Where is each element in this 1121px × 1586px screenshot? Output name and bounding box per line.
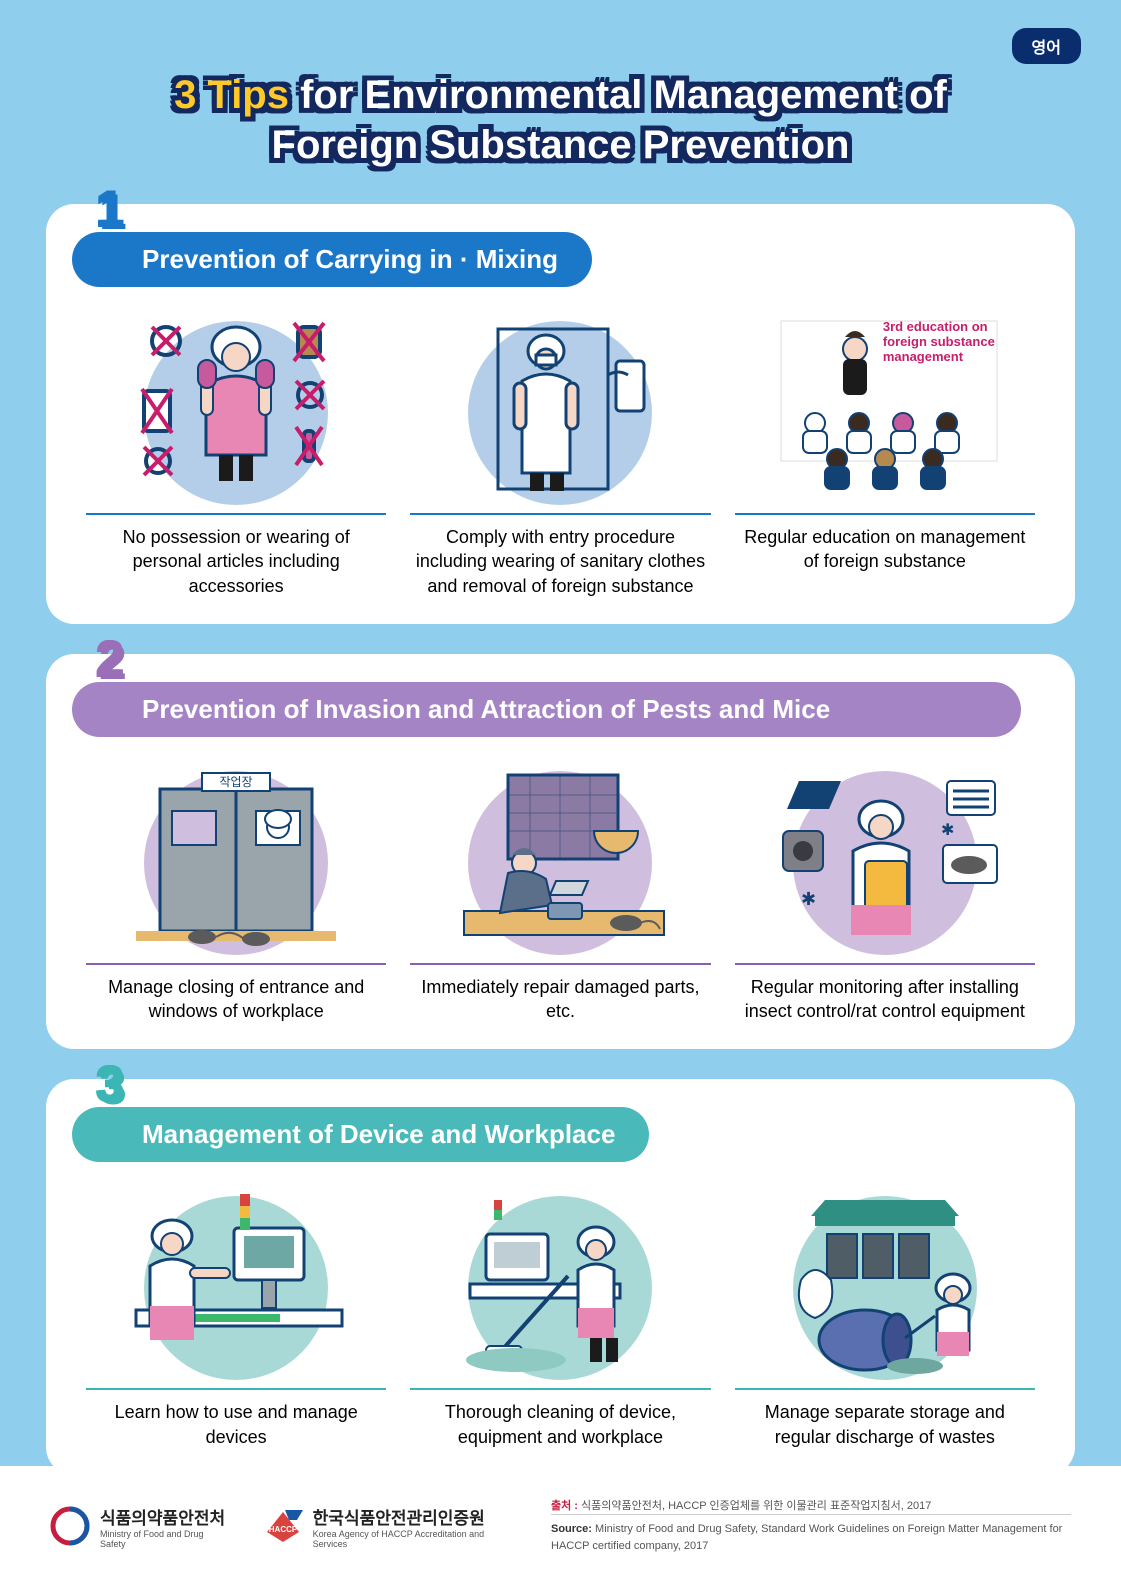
- s3-caption-2: Thorough cleaning of device, equipment a…: [410, 1400, 710, 1449]
- title-line2: Foreign Substance Prevention: [272, 123, 850, 167]
- logo-haccp: HACCP 한국식품안전관리인증원 Korea Agency of HACCP …: [263, 1504, 517, 1549]
- sections-container: 1 Prevention of Carrying in · Mixing: [0, 204, 1121, 1485]
- divider: [410, 1388, 710, 1390]
- section-card-3: 3 Management of Device and Workplace: [46, 1079, 1075, 1475]
- svg-text:HACCP: HACCP: [268, 1525, 297, 1534]
- s2-item-1: 작업장 Manage closing o: [86, 755, 386, 1024]
- cleaning-icon: [430, 1180, 690, 1380]
- section-2-row: 작업장 Manage closing o: [86, 755, 1035, 1024]
- svg-text:✱: ✱: [801, 889, 816, 909]
- s2-item-2: Immediately repair damaged parts, etc.: [410, 755, 710, 1024]
- s1-item-3: 3rd education on foreign substance manag…: [735, 305, 1035, 598]
- entry-procedure-icon: [430, 305, 690, 505]
- divider: [410, 513, 710, 515]
- language-badge: 영어: [1012, 28, 1081, 64]
- s2-item-3: ✱ ✱ Regular monitoring after installing …: [735, 755, 1035, 1024]
- logo2-en: Korea Agency of HACCP Accreditation and …: [313, 1529, 517, 1549]
- logo2-kr: 한국식품안전관리인증원: [313, 1504, 517, 1529]
- s1-caption-3: Regular education on management of forei…: [735, 525, 1035, 574]
- education-slide-text: 3rd education on foreign substance manag…: [883, 319, 995, 364]
- divider: [735, 513, 1035, 515]
- repair-icon: [430, 755, 690, 955]
- title-line1-rest: for Environmental Management of: [289, 73, 947, 117]
- door-sign-text: 작업장: [220, 775, 253, 789]
- divider: [86, 1388, 386, 1390]
- illustration-education: 3rd education on foreign substance manag…: [755, 305, 1015, 505]
- section-card-2: 2 Prevention of Invasion and Attraction …: [46, 654, 1075, 1050]
- illustration-no-accessories: [106, 305, 366, 505]
- section-heading-3: Management of Device and Workplace: [72, 1107, 649, 1162]
- footer: 식품의약품안전처 Ministry of Food and Drug Safet…: [0, 1466, 1121, 1586]
- no-accessories-icon: [106, 305, 366, 505]
- section-heading-1: Prevention of Carrying in · Mixing: [72, 232, 592, 287]
- title-accent: 3 Tips: [174, 73, 289, 117]
- monitoring-icon: ✱ ✱: [755, 755, 1015, 955]
- page-title: 3 Tips for Environmental Management of F…: [0, 0, 1121, 174]
- source-en: Ministry of Food and Drug Safety, Standa…: [551, 1523, 1062, 1552]
- section-number-3: 3: [96, 1055, 124, 1113]
- section-heading-2: Prevention of Invasion and Attraction of…: [72, 682, 1021, 737]
- divider: [410, 963, 710, 965]
- s2-caption-1: Manage closing of entrance and windows o…: [86, 975, 386, 1024]
- illustration-learn-device: [106, 1180, 366, 1380]
- logo1-en: Ministry of Food and Drug Safety: [100, 1529, 229, 1549]
- illustration-repair: [430, 755, 690, 955]
- illustration-entry-procedure: [430, 305, 690, 505]
- s3-caption-3: Manage separate storage and regular disc…: [735, 1400, 1035, 1449]
- s1-caption-1: No possession or wearing of personal art…: [86, 525, 386, 598]
- mfds-logo-icon: [50, 1506, 90, 1546]
- divider: [86, 513, 386, 515]
- s1-item-1: No possession or wearing of personal art…: [86, 305, 386, 598]
- s2-caption-2: Immediately repair damaged parts, etc.: [410, 975, 710, 1024]
- divider: [86, 963, 386, 965]
- illustration-monitoring: ✱ ✱: [755, 755, 1015, 955]
- source-en-label: Source:: [551, 1523, 592, 1535]
- divider: [735, 963, 1035, 965]
- logo1-kr: 식품의약품안전처: [100, 1504, 229, 1529]
- infographic-page: 영어 3 Tips for Environmental Management o…: [0, 0, 1121, 1586]
- learn-device-icon: [106, 1180, 366, 1380]
- logo-mfds: 식품의약품안전처 Ministry of Food and Drug Safet…: [50, 1504, 229, 1549]
- source-kr: 식품의약품안전처, HACCP 인증업체를 위한 이물관리 표준작업지침서, 2…: [581, 1500, 931, 1512]
- s3-item-3: Manage separate storage and regular disc…: [735, 1180, 1035, 1449]
- s3-item-1: Learn how to use and manage devices: [86, 1180, 386, 1449]
- s1-item-2: Comply with entry procedure including we…: [410, 305, 710, 598]
- waste-icon: [755, 1180, 1015, 1380]
- s1-caption-2: Comply with entry procedure including we…: [410, 525, 710, 598]
- illustration-waste: [755, 1180, 1015, 1380]
- s3-caption-1: Learn how to use and manage devices: [86, 1400, 386, 1449]
- section-number-1: 1: [96, 180, 124, 238]
- divider: [735, 1388, 1035, 1390]
- illustration-close-entrance: 작업장: [106, 755, 366, 955]
- section-1-row: No possession or wearing of personal art…: [86, 305, 1035, 598]
- section-3-row: Learn how to use and manage devices: [86, 1180, 1035, 1449]
- close-entrance-icon: 작업장: [106, 755, 366, 955]
- s3-item-2: Thorough cleaning of device, equipment a…: [410, 1180, 710, 1449]
- source-kr-label: 출처 :: [551, 1500, 578, 1512]
- section-number-2: 2: [96, 630, 124, 688]
- haccp-logo-icon: HACCP: [263, 1506, 303, 1546]
- section-card-1: 1 Prevention of Carrying in · Mixing: [46, 204, 1075, 624]
- svg-text:✱: ✱: [941, 822, 954, 839]
- illustration-cleaning: [430, 1180, 690, 1380]
- s2-caption-3: Regular monitoring after installing inse…: [735, 975, 1035, 1024]
- source-block: 출처 : 식품의약품안전처, HACCP 인증업체를 위한 이물관리 표준작업지…: [551, 1498, 1071, 1555]
